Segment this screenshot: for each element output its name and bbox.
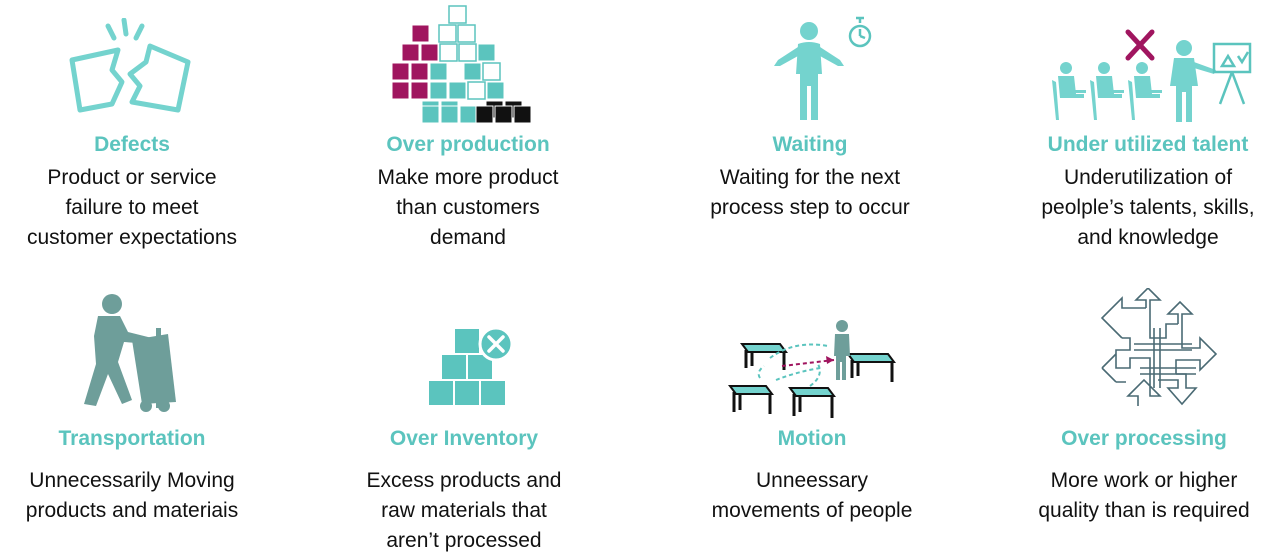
pyramid-box — [483, 63, 500, 80]
card-title: Motion — [662, 426, 962, 452]
pyramid-box — [468, 82, 485, 99]
hand-truck-worker-icon — [72, 292, 192, 418]
broken-square-icon — [60, 18, 210, 118]
card-description: Unnecessarily Moving products and materia… — [0, 466, 282, 526]
pyramid-box — [487, 82, 504, 99]
card-description: Make more product than customers demand — [318, 163, 618, 253]
card-description: More work or higher quality than is requi… — [994, 466, 1282, 526]
worker-tables-motion-icon — [724, 316, 904, 422]
card-title: Waiting — [660, 132, 960, 158]
pyramid-box — [421, 44, 438, 61]
pyramid-box — [412, 25, 429, 42]
card-description: Product or service failure to meet custome… — [0, 163, 282, 253]
card-title: Under utilized talent — [998, 132, 1282, 158]
pyramid-box — [449, 82, 466, 99]
box-pyramid-icon — [392, 4, 538, 126]
pyramid-box — [411, 63, 428, 80]
card-title: Over processing — [994, 426, 1282, 452]
pyramid-box — [430, 63, 447, 80]
card-description: Underutilization of peolple’s talents, sk… — [998, 163, 1282, 253]
pyramid-box — [392, 82, 409, 99]
card-description: Unneessary movements of people — [662, 466, 962, 526]
pyramid-box — [514, 106, 531, 123]
tangled-arrows-icon — [1096, 288, 1220, 410]
pyramid-box — [402, 44, 419, 61]
pyramid-box — [441, 106, 458, 123]
pyramid-box — [439, 25, 456, 42]
card-title: Defects — [0, 132, 282, 158]
pyramid-box — [440, 44, 457, 61]
card-description: Excess products and raw materials that are… — [314, 466, 614, 556]
pyramid-box — [464, 63, 481, 80]
pyramid-box — [495, 106, 512, 123]
pyramid-box — [449, 6, 466, 23]
card-title: Over Inventory — [314, 426, 614, 452]
pyramid-box — [478, 44, 495, 61]
pyramid-box — [476, 106, 493, 123]
stacked-boxes-cancel-icon — [424, 322, 516, 408]
pyramid-box — [430, 82, 447, 99]
pyramid-box — [458, 25, 475, 42]
pyramid-box — [459, 44, 476, 61]
classroom-presenter-icon — [1038, 26, 1258, 126]
card-title: Transportation — [0, 426, 282, 452]
pyramid-box — [422, 106, 439, 123]
pyramid-box — [460, 106, 477, 123]
pyramid-box — [392, 63, 409, 80]
card-title: Over production — [318, 132, 618, 158]
waiting-person-stopwatch-icon — [766, 14, 876, 124]
pyramid-box — [411, 82, 428, 99]
card-description: Waiting for the next process step to occu… — [660, 163, 960, 223]
